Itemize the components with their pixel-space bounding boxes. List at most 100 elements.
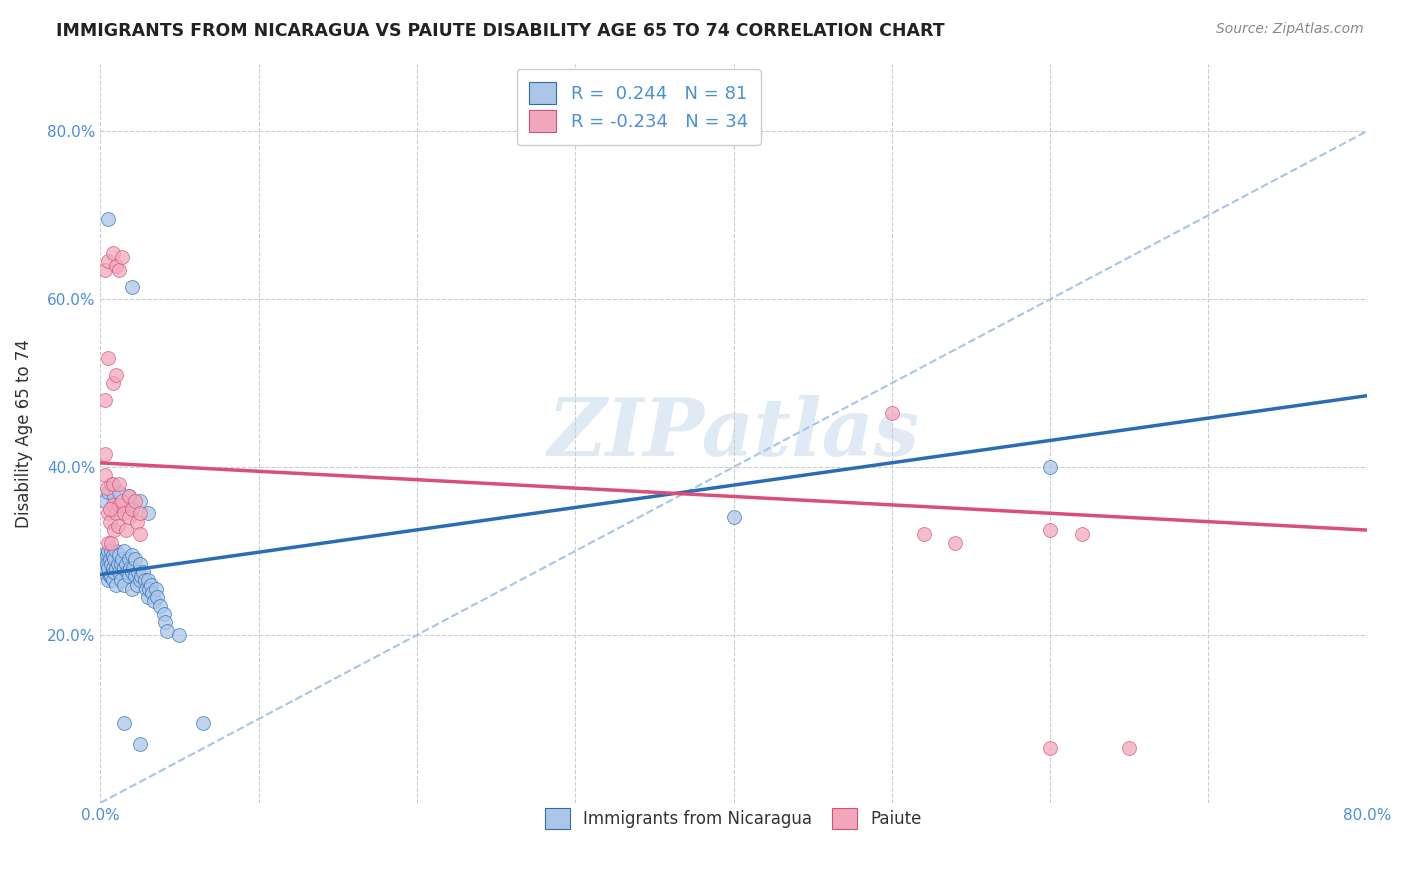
Point xyxy=(118,490,141,504)
Point xyxy=(93,565,115,579)
Point xyxy=(128,527,150,541)
Point xyxy=(94,468,117,483)
Point xyxy=(124,569,146,583)
Text: ZIPatlas: ZIPatlas xyxy=(547,395,920,472)
Point xyxy=(115,565,138,579)
Point xyxy=(96,557,118,571)
Point xyxy=(141,586,163,600)
Point xyxy=(105,259,128,273)
Point xyxy=(97,212,120,227)
Point xyxy=(101,376,124,391)
Point xyxy=(100,544,122,558)
Point xyxy=(97,544,120,558)
Point xyxy=(97,535,120,549)
Point xyxy=(97,506,120,520)
Point xyxy=(107,519,129,533)
Point xyxy=(100,557,122,571)
Point xyxy=(1039,741,1062,756)
Point xyxy=(127,565,149,579)
Point xyxy=(105,561,128,575)
Point xyxy=(94,262,117,277)
Point xyxy=(1118,741,1140,756)
Point xyxy=(94,493,117,508)
Text: Source: ZipAtlas.com: Source: ZipAtlas.com xyxy=(1216,22,1364,37)
Point xyxy=(101,476,124,491)
Point xyxy=(98,515,121,529)
Point xyxy=(135,582,157,596)
Point xyxy=(111,552,134,566)
Point xyxy=(98,502,121,516)
Point xyxy=(149,599,172,613)
Point xyxy=(103,565,125,579)
Point xyxy=(1039,523,1062,537)
Point xyxy=(191,716,214,731)
Point xyxy=(100,535,122,549)
Point xyxy=(136,591,159,605)
Point xyxy=(105,577,128,591)
Point xyxy=(94,561,117,575)
Point xyxy=(112,544,135,558)
Point xyxy=(169,628,191,642)
Point xyxy=(101,246,124,260)
Point xyxy=(112,577,135,591)
Point xyxy=(118,490,141,504)
Point xyxy=(120,561,142,575)
Point xyxy=(723,510,745,524)
Point xyxy=(128,557,150,571)
Point xyxy=(105,506,128,520)
Point xyxy=(93,548,115,562)
Point xyxy=(97,254,120,268)
Point xyxy=(97,561,120,575)
Point xyxy=(97,574,120,588)
Point xyxy=(108,498,131,512)
Point xyxy=(108,476,131,491)
Point xyxy=(153,615,176,630)
Point xyxy=(118,569,141,583)
Point xyxy=(103,523,125,537)
Point xyxy=(136,506,159,520)
Point xyxy=(138,582,160,596)
Point xyxy=(94,552,117,566)
Point xyxy=(111,250,134,264)
Point xyxy=(121,565,143,579)
Point xyxy=(132,565,155,579)
Point xyxy=(94,392,117,407)
Point xyxy=(96,481,118,495)
Point xyxy=(118,510,141,524)
Point xyxy=(912,527,935,541)
Point xyxy=(107,557,129,571)
Point xyxy=(97,485,120,500)
Point xyxy=(121,502,143,516)
Point xyxy=(136,574,159,588)
Point xyxy=(100,569,122,583)
Point xyxy=(112,498,135,512)
Point xyxy=(145,582,167,596)
Point xyxy=(103,490,125,504)
Point xyxy=(101,574,124,588)
Point xyxy=(128,737,150,751)
Point xyxy=(97,351,120,365)
Point xyxy=(108,262,131,277)
Text: IMMIGRANTS FROM NICARAGUA VS PAIUTE DISABILITY AGE 65 TO 74 CORRELATION CHART: IMMIGRANTS FROM NICARAGUA VS PAIUTE DISA… xyxy=(56,22,945,40)
Point xyxy=(128,493,150,508)
Point xyxy=(121,502,143,516)
Point xyxy=(105,368,128,382)
Legend: Immigrants from Nicaragua, Paiute: Immigrants from Nicaragua, Paiute xyxy=(538,802,929,835)
Point xyxy=(112,561,135,575)
Point xyxy=(110,557,132,571)
Point xyxy=(100,476,122,491)
Y-axis label: Disability Age 65 to 74: Disability Age 65 to 74 xyxy=(15,339,32,528)
Point xyxy=(152,607,174,621)
Point xyxy=(98,569,121,583)
Point xyxy=(105,502,128,516)
Point xyxy=(114,523,136,537)
Point xyxy=(118,552,141,566)
Point xyxy=(1070,527,1092,541)
Point xyxy=(98,552,121,566)
Point xyxy=(121,582,143,596)
Point xyxy=(101,561,124,575)
Point xyxy=(90,557,112,571)
Point xyxy=(124,493,146,508)
Point xyxy=(94,448,117,462)
Point xyxy=(114,557,136,571)
